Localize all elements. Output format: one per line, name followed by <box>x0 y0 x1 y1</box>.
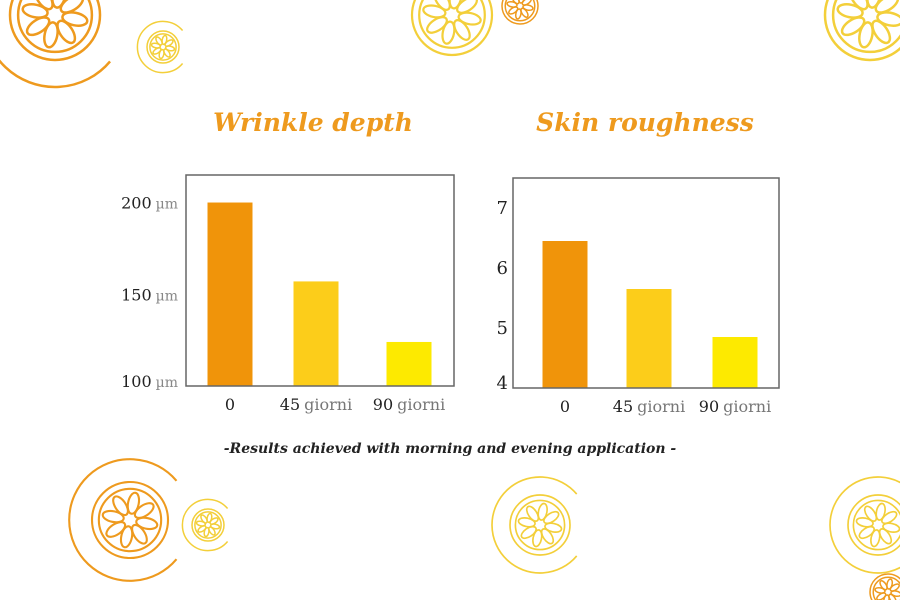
orange-slice-logo-icon <box>501 0 539 25</box>
orange-slice-logo-icon <box>869 573 900 600</box>
y-tick-label: 5 <box>497 318 508 339</box>
y-tick-label: 4 <box>497 373 508 394</box>
x-tick-label: 90 giorni <box>373 395 445 414</box>
plot-frame <box>512 177 780 389</box>
orange-slice-logo-icon <box>410 0 494 57</box>
orange-slice-logo-icon <box>829 476 900 574</box>
x-tick-label: 0 <box>560 397 570 416</box>
x-tick-label: 45 giorni <box>280 395 352 414</box>
bar-45-giorni <box>293 281 339 386</box>
x-tick-label: 0 <box>225 395 235 414</box>
bar-90-giorni <box>386 341 432 386</box>
x-tick-label: 90 giorni <box>699 397 771 416</box>
y-tick-label: 150 µm <box>121 285 178 304</box>
y-tick-label: 200 µm <box>121 194 178 213</box>
x-tick-label: 45 giorni <box>613 397 685 416</box>
bar-90-giorni <box>712 337 758 388</box>
orange-slice-logo-icon <box>181 498 229 552</box>
orange-slice-logo-icon <box>823 0 900 62</box>
y-tick-label: 6 <box>497 258 508 279</box>
chart-title-wrinkle-depth: Wrinkle depth <box>213 108 413 137</box>
orange-slice-logo-icon <box>68 458 178 582</box>
bar-0 <box>542 241 588 388</box>
plot-frame <box>185 174 455 387</box>
bar-0 <box>207 202 253 386</box>
orange-slice-logo-icon <box>491 476 578 574</box>
chart-title-skin-roughness: Skin roughness <box>536 108 754 137</box>
bar-45-giorni <box>626 289 672 388</box>
orange-slice-logo-icon <box>0 0 112 89</box>
footer-note: -Results achieved with morning and eveni… <box>223 441 677 457</box>
orange-slice-logo-icon <box>136 20 184 74</box>
y-tick-label: 7 <box>497 198 508 219</box>
y-tick-label: 100 µm <box>121 372 178 391</box>
